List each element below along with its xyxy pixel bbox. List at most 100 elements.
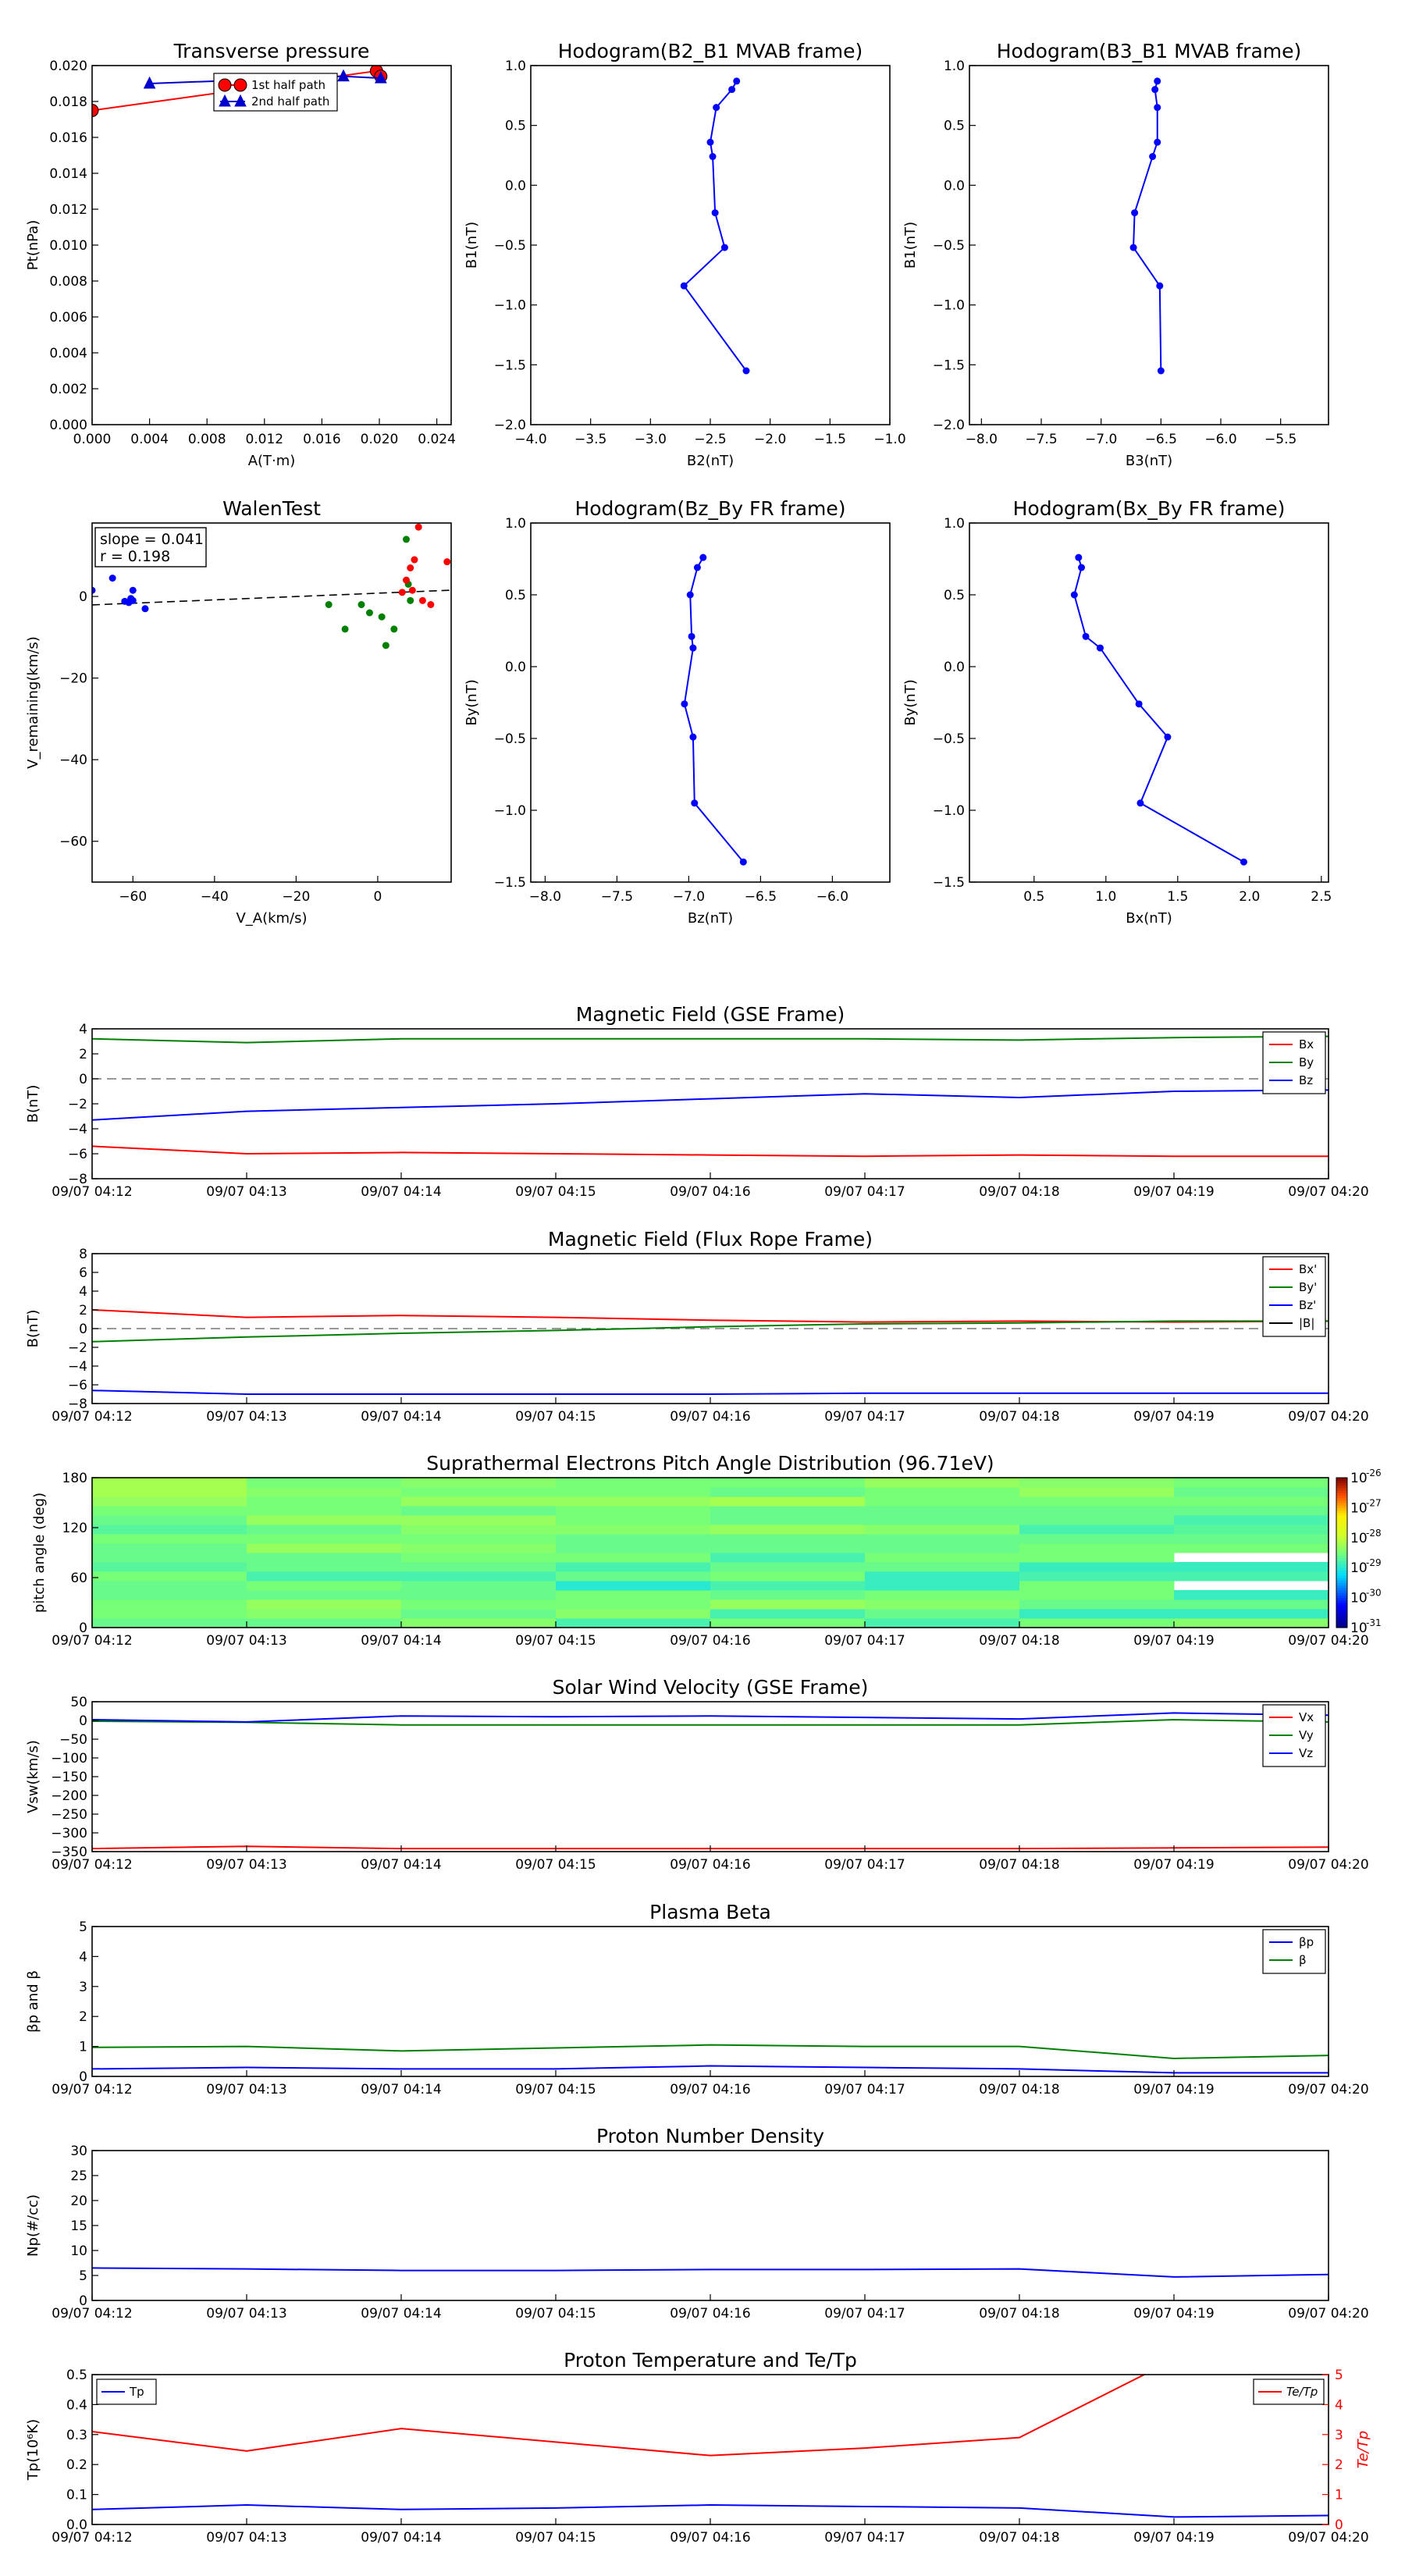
hodogram_bzby-xtick-label: −7.0 [673,889,705,905]
mag_gse-ytick-label: 0 [79,1072,87,1087]
electron_pad-colorbar-label: 10 [1350,1500,1368,1516]
sw_velocity-plot-area [92,1712,1329,1850]
electron_pad-cell [247,1562,402,1572]
walen_test-plot-area [92,523,451,649]
hodogram_b3b1-ytick-label: −0.5 [933,238,965,254]
electron_pad-cell [1019,1525,1175,1535]
mag_gse-xtick-label: 09/07 04:19 [1133,1184,1214,1200]
proton_temp-ytick-right-label: 3 [1335,2428,1343,2443]
proton_temp-axes-frame [91,2374,1329,2525]
electron_pad-xtick-label: 09/07 04:14 [361,1633,441,1649]
electron_pad-cell [865,1571,1020,1582]
hodogram_bxby-point [1078,564,1086,571]
transverse_pressure-ytick-label: 0.000 [49,418,87,433]
mag_fr-series-0 [92,1309,1329,1323]
hodogram_bxby-panel: Hodogram(Bx_By FR frame) 0.5 1.0 1.5 2.0 2.5 −… [902,497,1332,927]
mag_fr-title: Magnetic Field (Flux Rope Frame) [548,1228,873,1251]
electron_pad-xtick-label: 09/07 04:13 [206,1633,286,1649]
electron_pad-cell [865,1618,1020,1628]
hodogram_b2b1-ytick-label: −0.5 [494,238,526,254]
walen_test-point [141,605,149,613]
hodogram_b2b1-ytick-label: 0.0 [505,178,526,194]
transverse_pressure-ytick-label: 0.002 [49,382,87,397]
mag_fr-legend-label: Bx' [1299,1262,1317,1276]
sw_velocity-ytick-label: −250 [51,1807,87,1823]
hodogram_bzby-ytick-label: 0.5 [505,588,526,603]
hodogram_b2b1-ytick-label: 0.5 [505,119,526,134]
sw_velocity-ytick-label: −300 [51,1826,87,1841]
plasma_beta-ytick-label: 2 [79,2009,87,2025]
hodogram_b2b1-title: Hodogram(B2_B1 MVAB frame) [558,40,863,62]
transverse_pressure-point [143,76,156,89]
transverse_pressure-title: Transverse pressure [173,40,370,62]
transverse_pressure-xtick-label: 0.020 [361,432,399,447]
mag_fr-legend: Bx' By' Bz' |B| [1262,1256,1326,1337]
electron_pad-cell [556,1506,711,1516]
proton_temp-xtick-label: 09/07 04:19 [1133,2530,1214,2546]
plasma_beta-title: Plasma Beta [649,1901,771,1923]
electron_pad-cell [710,1599,866,1610]
mag_gse-xtick-label: 09/07 04:18 [979,1184,1059,1200]
proton_density-series-0 [92,2267,1329,2278]
hodogram_bzby-point [693,564,701,571]
electron_pad-xtick-label: 09/07 04:15 [515,1633,596,1649]
hodogram_b2b1-point [742,367,750,375]
walen_test-point [382,642,389,649]
electron_pad-cell [92,1543,247,1553]
hodogram_bxby-point [1136,799,1144,807]
electron_pad-cell [247,1487,402,1497]
proton_temp-ytick-right-label: 0 [1335,2517,1343,2533]
electron_pad-cell [556,1599,711,1610]
transverse_pressure-point [375,70,387,84]
hodogram_bzby-point [688,632,695,640]
sw_velocity-ytick-label: 50 [70,1695,87,1710]
hodogram_bzby-point [691,799,699,807]
walen_test-title: WalenTest [222,497,321,520]
electron_pad-cell [1174,1525,1329,1535]
walen_test-xtick-label: −40 [201,889,229,905]
transverse_pressure-ylabel: Pt(nPa) [25,220,41,270]
transverse_pressure-legend: 1st half path 2nd half path [213,73,338,112]
electron_pad-cell [1019,1506,1175,1516]
proton_density-xtick-label: 09/07 04:17 [824,2306,905,2322]
mag_fr-ytick-label: 8 [79,1247,87,1262]
electron_pad-cell [1019,1618,1175,1628]
electron_pad-cell [1019,1599,1175,1610]
electron_pad-colorbar-exponent: -30 [1366,1588,1382,1599]
electron_pad-cell [1174,1515,1329,1525]
mag_fr-xtick-label: 09/07 04:18 [979,1409,1059,1425]
walen_test-point [414,523,422,531]
walen_test-ylabel: V_remaining(km/s) [25,636,41,769]
electron_pad-cell [556,1618,711,1628]
plasma_beta-ytick-label: 3 [79,1980,87,1995]
mag_fr-xtick-label: 09/07 04:17 [824,1409,905,1425]
walen_test-point [398,589,406,596]
sw_velocity-ylabel: Vsw(km/s) [25,1740,41,1813]
transverse_pressure-ytick-label: 0.016 [49,130,87,146]
hodogram_bzby-point [689,644,697,652]
electron_pad-cell [1174,1487,1329,1497]
electron_pad-colorbar-label: 10 [1350,1621,1368,1636]
proton_temp-series-0 [92,2504,1329,2518]
mag_fr-ytick-label: 0 [79,1322,87,1337]
electron_pad-cell [556,1571,711,1582]
electron_pad-colorbar-exponent: -29 [1366,1557,1382,1568]
proton_temp-ytick-label: 0.5 [66,2368,87,2383]
electron_pad-cell [401,1609,557,1619]
electron_pad-colorbar-label: 10 [1350,1531,1368,1546]
hodogram_b2b1-xtick-label: −1.5 [814,432,846,447]
electron_pad-cell [556,1496,711,1507]
walen_test-xtick-label: 0 [373,889,382,905]
hodogram_b3b1-ytick-label: 0.0 [944,178,965,194]
proton_temp-ytick-label: 0.0 [66,2517,87,2533]
sw_velocity-xtick-label: 09/07 04:15 [515,1857,596,1873]
electron_pad-cell [247,1553,402,1563]
electron_pad-cell [1174,1590,1329,1600]
sw_velocity-legend-label: Vz [1299,1746,1313,1760]
electron_pad-colorbar-label: 10 [1350,1560,1368,1576]
electron_pad-cell [865,1609,1020,1619]
hodogram_b2b1-panel: Hodogram(B2_B1 MVAB frame) −4.0 −3.5 −3.0 −2… [464,40,906,469]
mag_gse-ylabel: B(nT) [25,1085,41,1123]
electron_pad-cell [865,1525,1020,1535]
